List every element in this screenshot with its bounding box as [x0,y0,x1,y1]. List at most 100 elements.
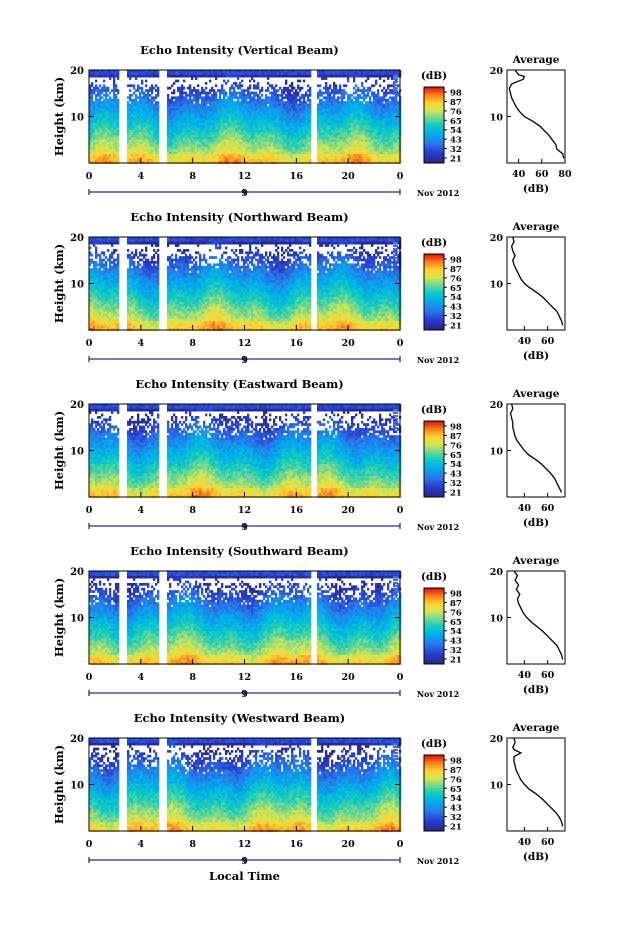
profile-title: Average [512,555,560,567]
date-label: 9 [241,188,248,199]
x-tick-label: 8 [189,338,196,349]
panel-4: Echo Intensity (Southward Beam) Height (k… [52,544,565,700]
profile-x-tick-label: 80 [558,169,572,180]
month-label: Nov 2012 [417,856,459,866]
x-tick-label: 12 [238,338,251,349]
profile-x-tick-label: 40 [518,336,532,347]
x-tick-label: 8 [189,171,196,182]
profile-x-tick-label: 40 [518,503,532,514]
colorbar-tick-label: 21 [450,656,462,666]
y-axis-label: Height (km) [52,77,66,156]
panel-3: Echo Intensity (Eastward Beam) Height (km… [52,377,565,533]
profile-y-tick-label: 10 [490,447,504,458]
x-tick-label: 20 [342,171,356,182]
profile-frame [507,237,565,330]
profile-x-tick-label: 60 [541,503,555,514]
profile-title: Average [512,388,560,400]
profile-title: Average [512,722,560,734]
x-tick-label: 0 [397,672,404,683]
x-tick-label: 0 [397,171,404,182]
colorbar-tick-label: 21 [450,823,462,833]
colorbar-unit: (dB) [421,738,447,750]
y-tick-label: 20 [70,400,84,411]
x-tick-label: 0 [86,505,93,516]
profile-x-tick-label: 40 [518,670,532,681]
y-axis-label: Height (km) [52,411,66,490]
date-label: 9 [241,856,248,867]
colorbar-tick-label: 21 [450,155,462,165]
profile-y-tick-label: 20 [490,567,504,578]
profile-x-tick-label: 40 [518,837,532,848]
profile-line [512,237,563,325]
x-tick-label: 0 [86,338,93,349]
month-label: Nov 2012 [417,188,459,198]
month-label: Nov 2012 [417,355,459,365]
profile-y-tick-label: 10 [490,614,504,625]
panel-2: Echo Intensity (Northward Beam) Height (k… [52,210,565,366]
profile-line [514,571,563,659]
colorbar-tick-label: 21 [450,322,462,332]
profile-frame [507,738,565,831]
profile-y-tick-label: 20 [490,233,504,244]
profile-y-tick-label: 20 [490,66,504,77]
y-axis-label: Height (km) [52,244,66,323]
x-tick-label: 0 [397,839,404,850]
profile-frame [507,571,565,664]
x-tick-label: 16 [290,338,304,349]
profile-x-label: (dB) [523,851,549,863]
x-tick-label: 8 [189,672,196,683]
profile-x-tick-label: 60 [541,837,555,848]
date-label: 9 [241,355,248,366]
heatmap-cells [89,571,401,665]
profile-x-label: (dB) [523,517,549,529]
x-tick-label: 0 [86,672,93,683]
x-tick-label: 0 [86,171,93,182]
profile-y-tick-label: 10 [490,781,504,792]
colorbar-unit: (dB) [421,404,447,416]
x-tick-label: 16 [290,672,304,683]
x-tick-label: 20 [342,505,356,516]
panel-5: Echo Intensity (Westward Beam)Height (km… [52,711,565,867]
x-tick-label: 16 [290,839,304,850]
profile-line [509,70,564,158]
x-tick-label: 20 [342,672,356,683]
x-tick-label: 4 [138,338,145,349]
y-tick-label: 20 [70,233,84,244]
x-tick-label: 12 [238,171,251,182]
profile-title: Average [512,221,560,233]
profile-x-tick-label: 60 [541,670,555,681]
x-tick-label: 0 [397,505,404,516]
profile-y-tick-label: 10 [490,113,504,124]
profile-line [511,404,562,492]
y-axis-label: Height (km) [52,578,66,657]
heatmap-cells [89,237,401,331]
profile-y-tick-label: 10 [490,280,504,291]
y-tick-label: 20 [70,567,84,578]
heatmap-cells [89,738,401,832]
profile-x-tick-label: 60 [541,336,555,347]
heatmap-cells [89,404,401,498]
x-tick-label: 8 [189,839,196,850]
y-axis-label: Height (km) [52,745,66,824]
panel-title: Echo Intensity (Southward Beam) [130,544,348,558]
x-tick-label: 4 [138,839,145,850]
x-tick-label: 4 [138,505,145,516]
x-tick-label: 4 [138,171,145,182]
y-tick-label: 10 [70,447,84,458]
month-label: Nov 2012 [417,689,459,699]
panel-title: Echo Intensity (Northward Beam) [130,210,348,224]
date-label: 9 [241,522,248,533]
x-tick-label: 20 [342,338,356,349]
colorbar-unit: (dB) [421,237,447,249]
profile-line [513,738,563,826]
panel-title: Echo Intensity (Eastward Beam) [135,377,343,391]
profile-x-label: (dB) [523,350,549,362]
